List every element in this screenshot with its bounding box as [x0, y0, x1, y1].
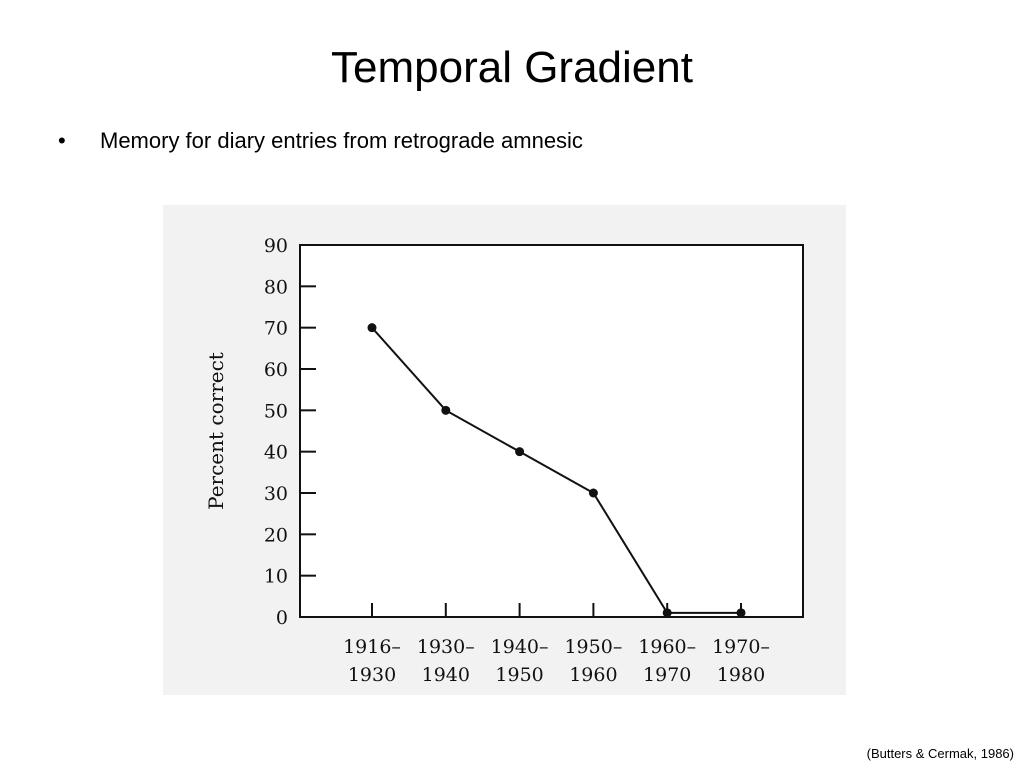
y-tick-label: 50	[264, 400, 288, 422]
slide-title: Temporal Gradient	[331, 43, 693, 92]
y-axis-label: Percent correct	[204, 352, 228, 510]
x-tick-label: 1950– 1960	[564, 636, 622, 686]
data-point	[367, 323, 377, 333]
data-point	[662, 608, 672, 618]
y-tick-label: 30	[264, 483, 288, 505]
y-tick-label: 90	[264, 235, 288, 257]
series-line	[371, 327, 741, 614]
y-tick-label: 80	[264, 276, 288, 298]
data-point	[441, 405, 451, 415]
y-tick-label: 60	[264, 359, 288, 381]
data-point	[515, 447, 525, 457]
citation: (Butters & Cermak, 1986)	[866, 746, 1014, 761]
y-tick-label: 40	[264, 442, 288, 464]
x-tick-label: 1960– 1970	[638, 636, 696, 686]
data-point	[736, 608, 746, 618]
data-point	[588, 488, 598, 498]
x-tick-label: 1930– 1940	[417, 636, 475, 686]
y-tick-label: 20	[264, 524, 288, 546]
bullet-text: Memory for diary entries from retrograde…	[100, 128, 583, 153]
x-tick-label: 1970– 1980	[712, 636, 770, 686]
plot-frame	[299, 244, 804, 618]
y-tick-label: 10	[264, 566, 288, 588]
y-tick-label: 0	[276, 607, 288, 629]
bullet-marker: •	[58, 128, 66, 153]
temporal-gradient-chart: 0 10 20 30 40 50 60 70 80 90 Percent correct 1916– 1…	[163, 205, 846, 695]
x-tick-label: 1916– 1930	[343, 636, 401, 686]
y-tick-label: 70	[264, 318, 288, 340]
chart-panel: 0 10 20 30 40 50 60 70 80 90 Percent correct 1916– 1…	[163, 205, 846, 695]
x-tick-label: 1940– 1950	[491, 636, 549, 686]
bullet-item: • Memory for diary entries from retrogra…	[58, 126, 583, 156]
